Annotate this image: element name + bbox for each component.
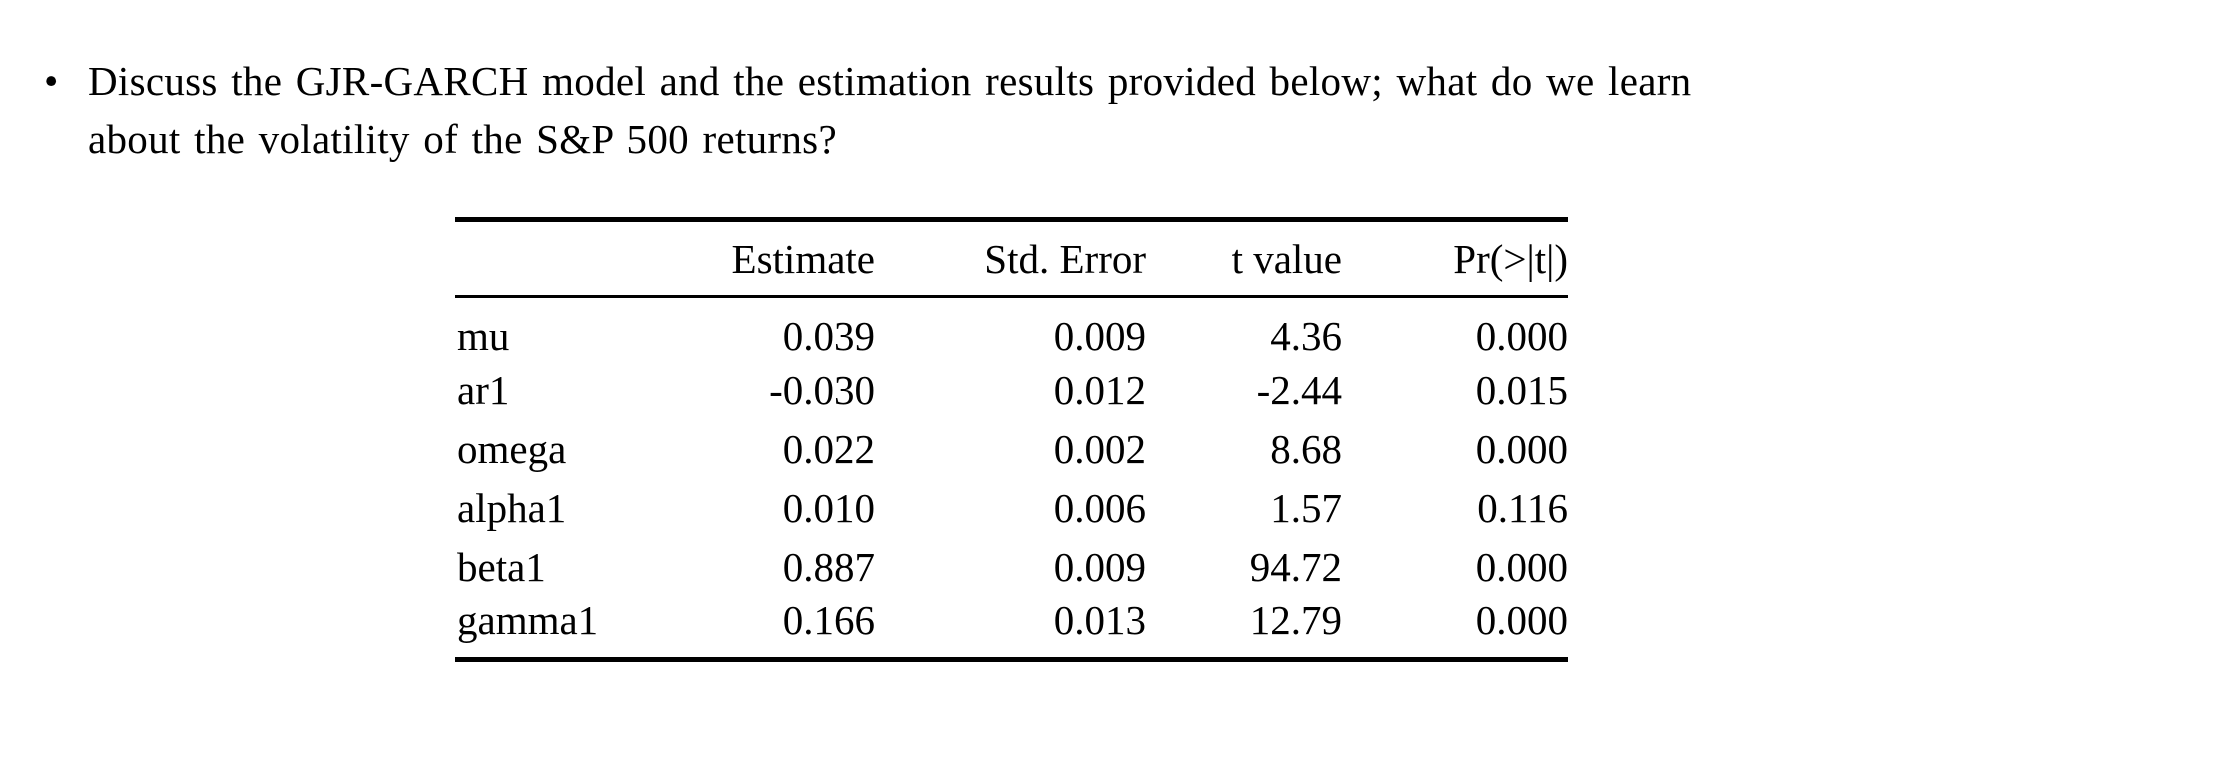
- estimate-value: 0.022: [782, 425, 875, 472]
- estimate-value: 0.887: [782, 543, 875, 590]
- table-row-mu: mu 0.039 0.009 4.36 0.000: [455, 297, 1568, 361]
- std-error-value: 0.009: [1053, 543, 1146, 590]
- t-value: -2.44: [1256, 366, 1342, 413]
- table-row-omega: omega 0.022 0.002 8.68 0.000: [455, 419, 1568, 478]
- estimation-results: Estimate Std. Error t value Pr(>|t|) mu …: [455, 217, 1568, 662]
- estimate-value: 0.166: [782, 597, 875, 643]
- t-value: 1.57: [1270, 484, 1342, 531]
- p-value: 0.015: [1475, 366, 1568, 413]
- table-row-beta1: beta1 0.887 0.009 94.72 0.000: [455, 537, 1568, 596]
- term-label: beta1: [457, 543, 546, 590]
- estimate-value: 0.039: [782, 313, 875, 359]
- p-value: 0.000: [1475, 597, 1568, 643]
- estimate-value: -0.030: [769, 366, 875, 413]
- header-std-error: Std. Error: [875, 219, 1146, 298]
- table-row-alpha1: alpha1 0.010 0.006 1.57 0.116: [455, 478, 1568, 537]
- table-row-ar1: ar1 -0.030 0.012 -2.44 0.015: [455, 360, 1568, 419]
- term-label: omega: [457, 425, 567, 472]
- estimate-value: 0.010: [782, 484, 875, 531]
- p-value: 0.116: [1477, 484, 1568, 531]
- std-error-value: 0.002: [1053, 425, 1146, 472]
- t-value: 94.72: [1249, 543, 1342, 590]
- question-line-2: about the volatility of the S&P 500 retu…: [88, 116, 837, 162]
- t-value: 4.36: [1270, 313, 1342, 359]
- header-p-value: Pr(>|t|): [1342, 219, 1568, 298]
- bullet-icon: •: [44, 58, 59, 104]
- estimation-results-table: Estimate Std. Error t value Pr(>|t|) mu …: [455, 217, 1568, 662]
- std-error-value: 0.006: [1053, 484, 1146, 531]
- p-value: 0.000: [1475, 313, 1568, 359]
- p-value: 0.000: [1475, 425, 1568, 472]
- p-value: 0.000: [1475, 543, 1568, 590]
- header-estimate: Estimate: [705, 219, 875, 298]
- term-label: mu: [457, 313, 510, 359]
- std-error-value: 0.012: [1053, 366, 1146, 413]
- t-value: 12.79: [1249, 597, 1342, 643]
- table-row-gamma1: gamma1 0.166 0.013 12.79 0.000: [455, 596, 1568, 660]
- std-error-value: 0.013: [1053, 597, 1146, 643]
- term-label: gamma1: [457, 597, 599, 643]
- t-value: 8.68: [1270, 425, 1342, 472]
- header-term-blank: [455, 219, 705, 298]
- term-label: alpha1: [457, 484, 567, 531]
- table-header-row: Estimate Std. Error t value Pr(>|t|): [455, 219, 1568, 298]
- header-t-value: t value: [1146, 219, 1342, 298]
- term-label: ar1: [457, 366, 510, 413]
- question-text: Discuss the GJR-GARCH model and the esti…: [88, 52, 1691, 168]
- question-line-1: Discuss the GJR-GARCH model and the esti…: [88, 58, 1692, 104]
- std-error-value: 0.009: [1053, 313, 1146, 359]
